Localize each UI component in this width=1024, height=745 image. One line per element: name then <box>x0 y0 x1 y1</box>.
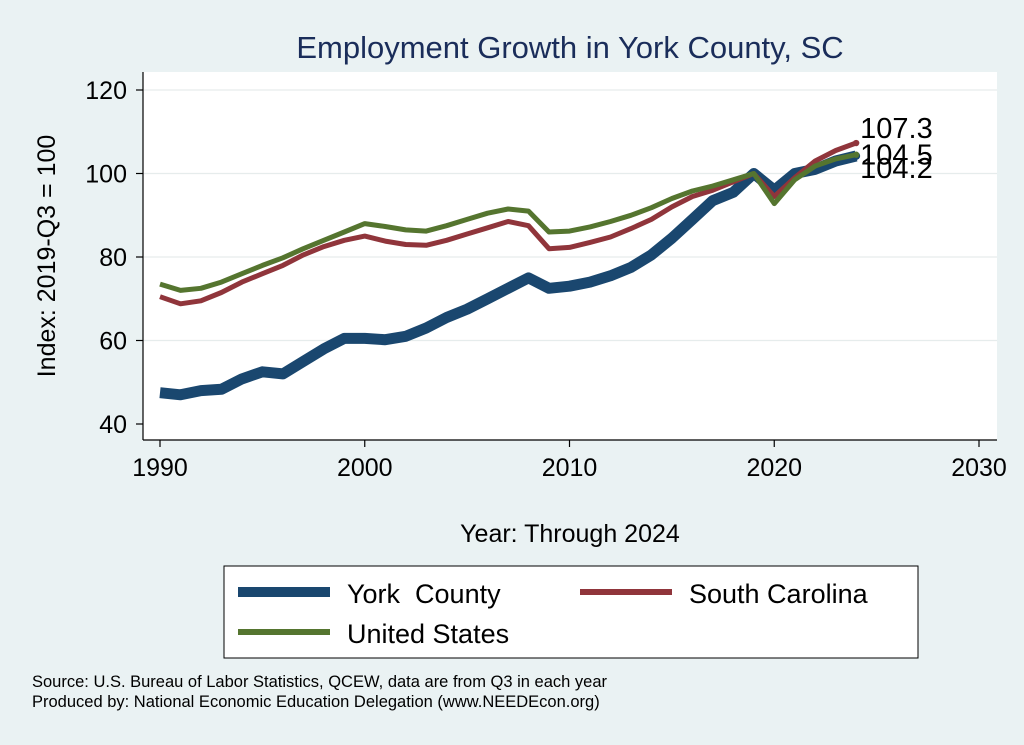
x-tick-label: 2030 <box>951 454 1007 482</box>
y-tick-label: 80 <box>99 244 127 272</box>
series-lines <box>159 139 861 401</box>
series-line-2 <box>159 152 857 293</box>
x-axis-label: Year: Through 2024 <box>460 520 680 548</box>
y-tick-label: 120 <box>85 77 127 105</box>
y-tick-label: 100 <box>85 161 127 189</box>
end-label-2: 104.5 <box>860 140 933 172</box>
series-line-0 <box>159 150 858 401</box>
y-tick-label: 60 <box>99 328 127 356</box>
x-tick-label: 2020 <box>746 454 802 482</box>
x-tick-label: 2000 <box>337 454 393 482</box>
series-end-point-2 <box>852 151 860 158</box>
x-tick-label: 2010 <box>542 454 598 482</box>
end-label-0: 104.2 <box>860 153 933 185</box>
legend-label-sc: South Carolina <box>689 579 869 609</box>
legend-label-york: York County <box>347 579 501 609</box>
y-axis-label: Index: 2019-Q3 = 100 <box>33 135 61 378</box>
legend-label-us: United States <box>347 619 509 649</box>
end-label-1: 107.3 <box>860 113 933 145</box>
source-note: Source: U.S. Bureau of Labor Statistics,… <box>32 673 608 691</box>
x-ticks: 1990 2000 2010 2020 2030 <box>132 440 1007 482</box>
series-end-point-1 <box>852 139 860 147</box>
x-tick-label: 1990 <box>132 454 188 482</box>
legend: York County South Carolina United States <box>223 565 919 659</box>
produced-by-note: Produced by: National Economic Education… <box>32 693 600 711</box>
legend-box <box>223 565 919 659</box>
chart-title: Employment Growth in York County, SC <box>296 30 843 65</box>
y-ticks: 40 60 80 100 120 <box>85 77 143 439</box>
y-tick-label: 40 <box>99 411 127 439</box>
